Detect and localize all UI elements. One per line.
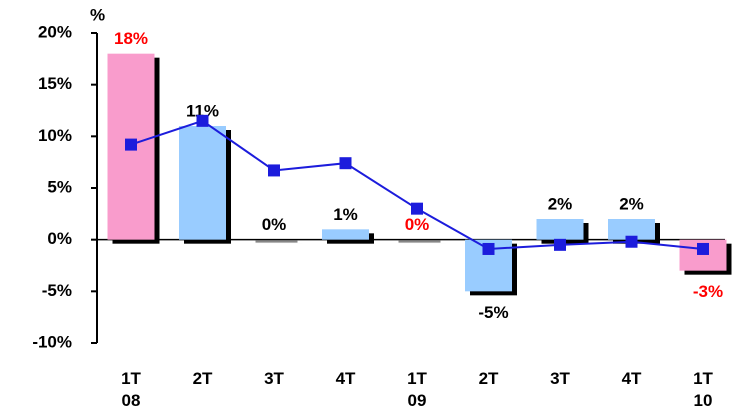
y-axis-unit: % [90,5,105,24]
line-marker [125,138,137,151]
line-marker [411,202,423,215]
line-marker [339,157,352,170]
line-marker [697,242,709,255]
line-marker [625,235,638,248]
x-tick-label: 2T [478,369,499,388]
value-label: 2% [619,194,644,213]
y-tick-label: 5% [47,177,72,196]
bar [536,219,584,240]
bar [322,229,369,240]
x-tick-label: 1T 09 [407,369,427,410]
y-tick-label: -5% [42,281,72,300]
bar [608,219,655,240]
line-marker [268,164,280,177]
line-marker [554,238,566,251]
x-tick-label: 3T [550,369,570,388]
bar [179,126,226,240]
value-label: 0% [405,215,430,234]
line-marker [196,114,209,127]
value-label: -3% [693,282,723,301]
x-tick-label: 1T 10 [693,369,713,410]
y-tick-label: 10% [38,126,72,145]
x-tick-label: 2T [192,369,213,388]
line-marker [482,242,495,255]
value-label: -5% [478,303,508,322]
value-label: 11% [186,101,219,120]
x-tick-label: 3T [264,369,284,388]
value-label: 1% [333,205,358,224]
value-label: 0% [262,215,287,234]
value-label: 18% [114,29,148,48]
y-tick-label: 15% [38,74,72,93]
y-tick-label: 20% [38,22,72,41]
x-tick-label: 1T 08 [121,369,141,410]
y-tick-label: 0% [47,229,72,248]
y-tick-label: -10% [32,332,72,351]
value-label: 2% [548,194,573,213]
x-tick-label: 4T [621,369,642,388]
x-tick-label: 4T [335,369,356,388]
